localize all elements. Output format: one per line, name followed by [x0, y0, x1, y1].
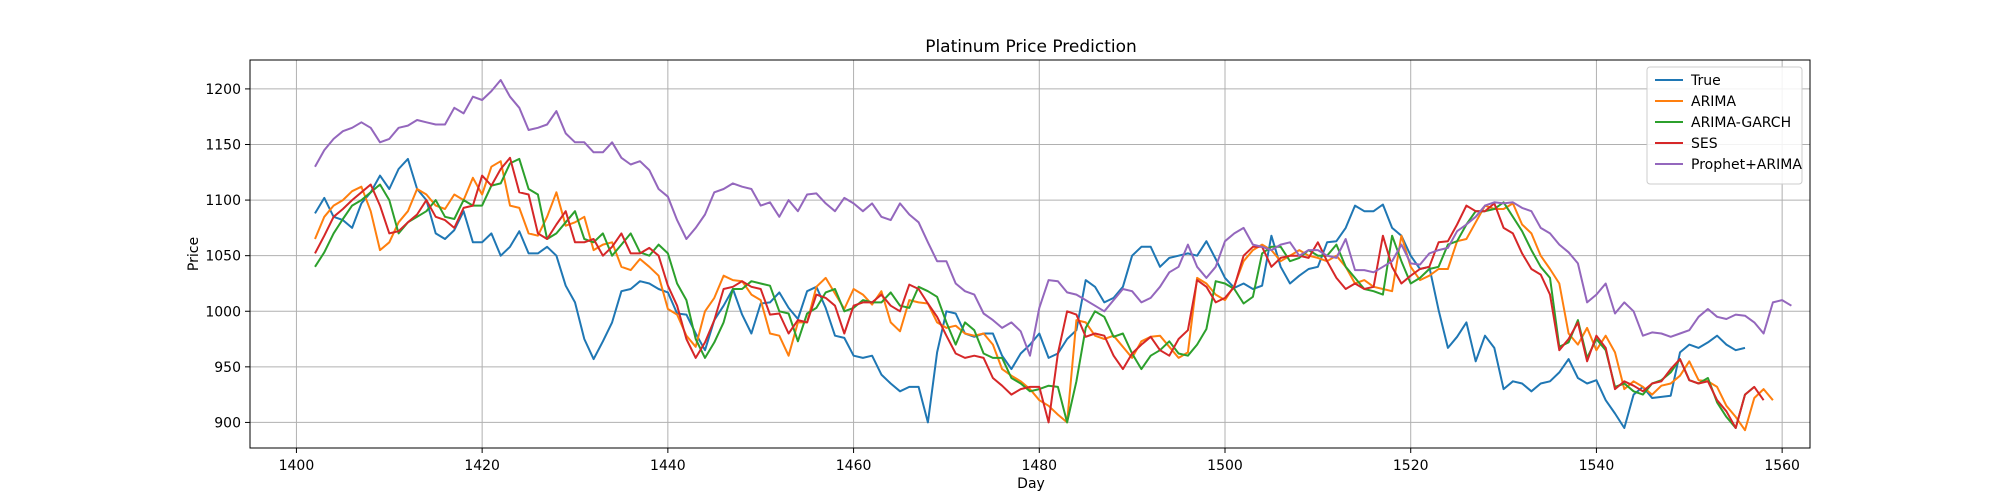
y-axis: 900 950 1000 1050 1100 1150 1200: [205, 82, 250, 431]
series-line-true: [314, 157, 1746, 429]
y-tick-label: 1050: [205, 249, 241, 265]
legend: True ARIMA ARIMA-GARCH SES Prophet+ARIMA: [1646, 66, 1803, 185]
series-line-arima-garch: [314, 157, 1755, 429]
x-tick-label: 1520: [1393, 458, 1429, 474]
x-tick-label: 1540: [1579, 458, 1615, 474]
y-axis-label: Price: [186, 237, 202, 271]
x-tick-label: 1500: [1207, 458, 1243, 474]
series-layer: [314, 79, 1792, 432]
x-tick-label: 1480: [1021, 458, 1057, 474]
y-tick-label: 1200: [205, 82, 241, 98]
y-tick-label: 1000: [205, 304, 241, 320]
legend-box: [1646, 66, 1803, 185]
chart-title: Platinum Price Prediction: [925, 37, 1137, 57]
x-tick-label: 1440: [650, 458, 686, 474]
legend-label-arima: ARIMA: [1691, 94, 1737, 110]
series-line-ses: [314, 156, 1765, 429]
x-tick-label: 1560: [1764, 458, 1800, 474]
x-axis: 1400 1420 1440 1460 1480 1500 1520 1540 1560: [279, 448, 1800, 474]
legend-label-prophet-arima: Prophet+ARIMA: [1691, 157, 1802, 173]
y-tick-label: 1150: [205, 137, 241, 153]
legend-label-true: True: [1690, 73, 1721, 89]
y-tick-label: 1100: [205, 193, 241, 209]
x-tick-label: 1460: [836, 458, 872, 474]
y-tick-label: 900: [214, 415, 241, 431]
y-tick-label: 950: [214, 360, 241, 376]
x-tick-label: 1420: [464, 458, 500, 474]
legend-label-ses: SES: [1691, 136, 1718, 152]
series-line-prophet-arima: [314, 79, 1792, 357]
x-tick-label: 1400: [279, 458, 315, 474]
plot-area-frame: [249, 59, 1811, 449]
legend-label-arima-garch: ARIMA-GARCH: [1691, 115, 1791, 131]
x-axis-label: Day: [1017, 476, 1045, 492]
